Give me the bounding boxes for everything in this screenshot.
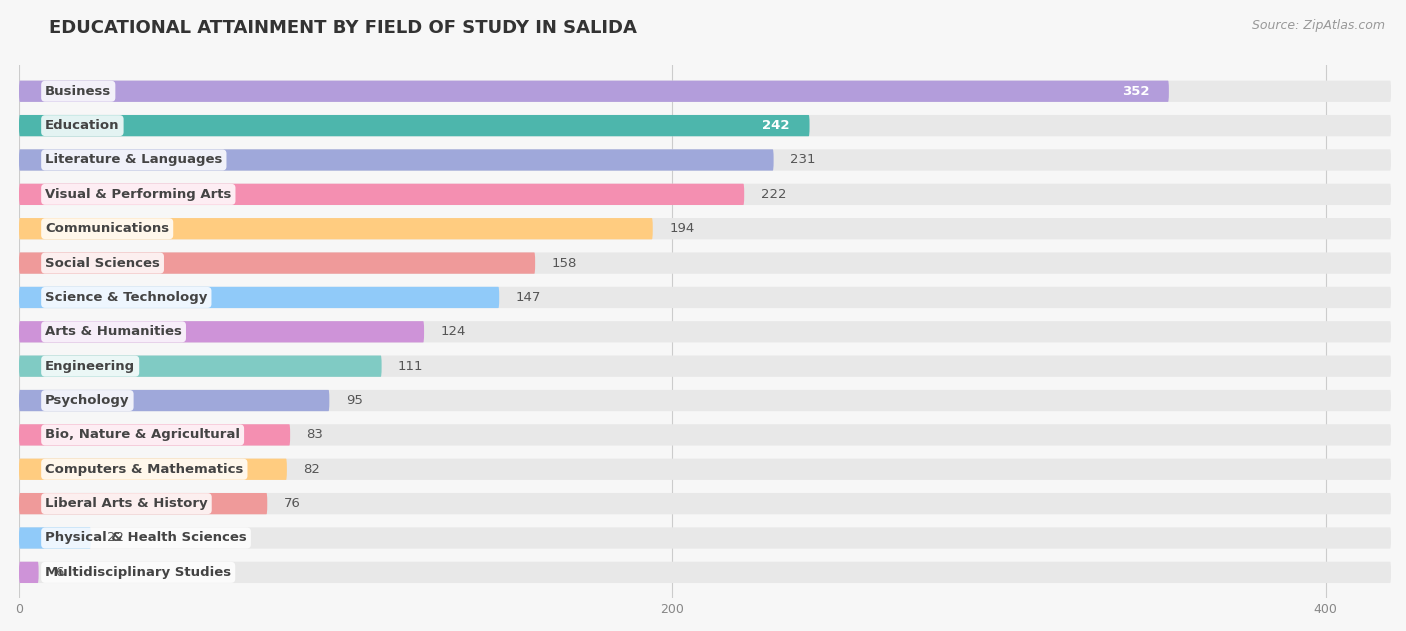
FancyBboxPatch shape	[20, 355, 381, 377]
FancyBboxPatch shape	[20, 252, 1391, 274]
FancyBboxPatch shape	[20, 528, 91, 548]
Text: 158: 158	[551, 257, 576, 269]
Text: 76: 76	[284, 497, 301, 510]
Text: Computers & Mathematics: Computers & Mathematics	[45, 463, 243, 476]
FancyBboxPatch shape	[20, 184, 744, 205]
FancyBboxPatch shape	[20, 184, 1391, 205]
FancyBboxPatch shape	[20, 150, 1391, 170]
Text: 231: 231	[790, 153, 815, 167]
Text: Psychology: Psychology	[45, 394, 129, 407]
FancyBboxPatch shape	[20, 252, 536, 274]
Text: 147: 147	[516, 291, 541, 304]
Text: EDUCATIONAL ATTAINMENT BY FIELD OF STUDY IN SALIDA: EDUCATIONAL ATTAINMENT BY FIELD OF STUDY…	[49, 19, 637, 37]
Text: Arts & Humanities: Arts & Humanities	[45, 326, 181, 338]
FancyBboxPatch shape	[20, 321, 425, 343]
Text: Engineering: Engineering	[45, 360, 135, 373]
FancyBboxPatch shape	[20, 562, 38, 583]
FancyBboxPatch shape	[20, 493, 267, 514]
Text: 22: 22	[107, 531, 124, 545]
FancyBboxPatch shape	[20, 81, 1391, 102]
FancyBboxPatch shape	[20, 562, 1391, 583]
FancyBboxPatch shape	[20, 218, 1391, 239]
FancyBboxPatch shape	[20, 81, 1168, 102]
FancyBboxPatch shape	[20, 150, 773, 170]
Text: 6: 6	[55, 566, 63, 579]
Text: Liberal Arts & History: Liberal Arts & History	[45, 497, 208, 510]
Text: Bio, Nature & Agricultural: Bio, Nature & Agricultural	[45, 428, 240, 442]
FancyBboxPatch shape	[20, 390, 1391, 411]
Text: 95: 95	[346, 394, 363, 407]
Text: Physical & Health Sciences: Physical & Health Sciences	[45, 531, 247, 545]
Text: Visual & Performing Arts: Visual & Performing Arts	[45, 188, 232, 201]
FancyBboxPatch shape	[20, 115, 1391, 136]
FancyBboxPatch shape	[20, 355, 1391, 377]
FancyBboxPatch shape	[20, 424, 1391, 445]
FancyBboxPatch shape	[20, 528, 1391, 548]
Text: 194: 194	[669, 222, 695, 235]
Text: Science & Technology: Science & Technology	[45, 291, 208, 304]
Text: Communications: Communications	[45, 222, 169, 235]
Text: 82: 82	[304, 463, 321, 476]
Text: Literature & Languages: Literature & Languages	[45, 153, 222, 167]
FancyBboxPatch shape	[20, 218, 652, 239]
Text: Source: ZipAtlas.com: Source: ZipAtlas.com	[1251, 19, 1385, 32]
Text: 222: 222	[761, 188, 786, 201]
FancyBboxPatch shape	[20, 390, 329, 411]
Text: Business: Business	[45, 85, 111, 98]
FancyBboxPatch shape	[20, 115, 810, 136]
FancyBboxPatch shape	[20, 459, 1391, 480]
Text: 352: 352	[1122, 85, 1149, 98]
Text: Multidisciplinary Studies: Multidisciplinary Studies	[45, 566, 231, 579]
FancyBboxPatch shape	[20, 493, 1391, 514]
Text: 83: 83	[307, 428, 323, 442]
Text: Education: Education	[45, 119, 120, 132]
FancyBboxPatch shape	[20, 459, 287, 480]
FancyBboxPatch shape	[20, 321, 1391, 343]
FancyBboxPatch shape	[20, 424, 290, 445]
Text: 242: 242	[762, 119, 790, 132]
Text: Social Sciences: Social Sciences	[45, 257, 160, 269]
Text: 124: 124	[440, 326, 465, 338]
Text: 111: 111	[398, 360, 423, 373]
FancyBboxPatch shape	[20, 287, 499, 308]
FancyBboxPatch shape	[20, 287, 1391, 308]
